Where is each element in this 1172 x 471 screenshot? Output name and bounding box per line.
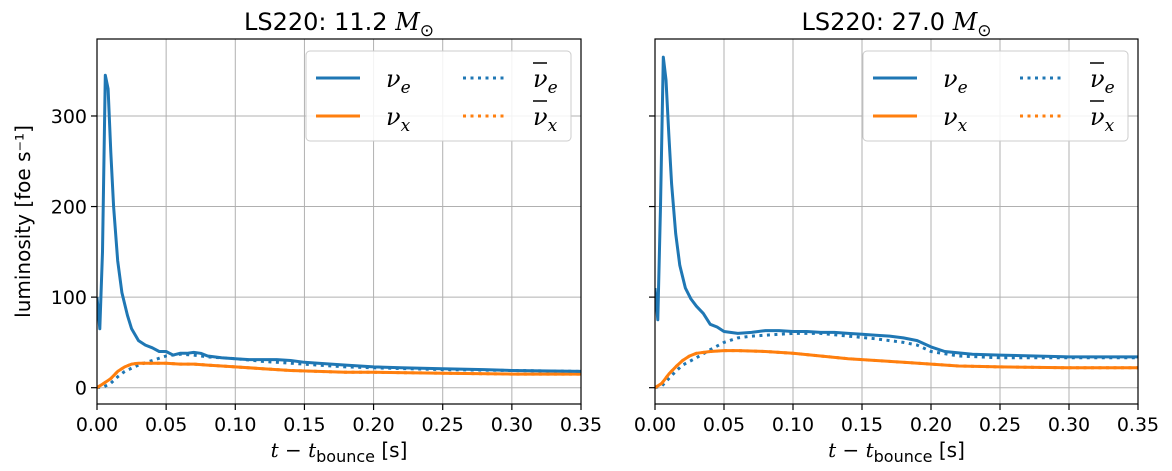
chart-title: LS220: 11.2 M⊙ [244,8,434,41]
x-axis-label-sub: bounce [316,447,375,466]
legend-label-x: νx [386,103,411,136]
x-tick-label: 0.30 [491,414,533,436]
series-line-e [97,73,581,373]
x-tick-label: 0.35 [1117,414,1159,436]
x-tick-label: 0.00 [76,414,118,436]
x-tick-label: 0.20 [910,414,952,436]
x-tick-label: 0.10 [772,414,814,436]
series-line-x [97,361,581,389]
chart-title-sub: ⊙ [977,21,991,41]
series-group [97,73,581,390]
x-tick-label: 0.05 [145,414,187,436]
series-group [655,55,1138,390]
legend: νe νx νe νx [862,50,1129,142]
series-line-x [655,349,1138,389]
legend-label-bar-x: νx [1090,103,1115,136]
x-tick-label: 0.00 [634,414,676,436]
legend-label-bar-e: νe [1090,65,1115,98]
x-axis-label-main: t − t [271,438,318,462]
chart-title: LS220: 27.0 M⊙ [801,8,991,41]
chart-title-text: LS220: 27.0 [801,8,952,36]
chart-panel-1: 0.00 0.05 0.10 0.15 0.20 0.25 0.30 0.35 0 100 200 3… [11,8,602,466]
axes-frame [96,38,582,405]
legend-box [862,50,1129,142]
chart-title-symbol: M [394,8,421,36]
x-axis-label: t − tbounce [s] [828,438,965,466]
x-tick-label: 0.30 [1048,414,1090,436]
legend-label-e: νe [386,65,411,98]
axes-frame [654,38,1139,405]
x-tick-label: 0.25 [422,414,464,436]
x-tick-label: 0.15 [283,414,325,436]
x-tick-label: 0.20 [352,414,394,436]
chart-title-sub: ⊙ [420,21,434,41]
chart-title-symbol: M [952,8,979,36]
legend-label-bar-e: νe [533,65,558,98]
series-line-bar-e [655,331,1138,390]
x-tick-label: 0.10 [214,414,256,436]
x-tick-label: 0.15 [841,414,883,436]
legend-box [305,50,572,142]
x-axis-label: t − tbounce [s] [271,438,408,466]
x-tick-label: 0.35 [560,414,602,436]
x-axis-label-unit: [s] [375,438,407,462]
x-axis-label-unit: [s] [933,438,965,462]
x-tick-label: 0.25 [979,414,1021,436]
y-tick-label: 0 [75,378,87,400]
legend-label-bar-x: νx [533,103,558,136]
y-tick-label: 300 [51,106,87,128]
series-line-e [655,55,1138,359]
x-axis-label-main: t − t [828,438,875,462]
legend-label-x: νx [943,103,968,136]
chart-title-text: LS220: 11.2 [244,8,395,36]
y-tick-label: 100 [51,287,87,309]
chart-panel-2: 0.00 0.05 0.10 0.15 0.20 0.25 0.30 0.35 LS220: 2… [634,8,1159,466]
y-axis-label: luminosity [foe s⁻¹] [11,125,35,318]
legend: νe νx νe νx [305,50,572,142]
legend-label-e: νe [943,65,968,98]
y-tick-label: 200 [51,197,87,219]
x-axis-label-sub: bounce [874,447,933,466]
x-tick-label: 0.05 [703,414,745,436]
